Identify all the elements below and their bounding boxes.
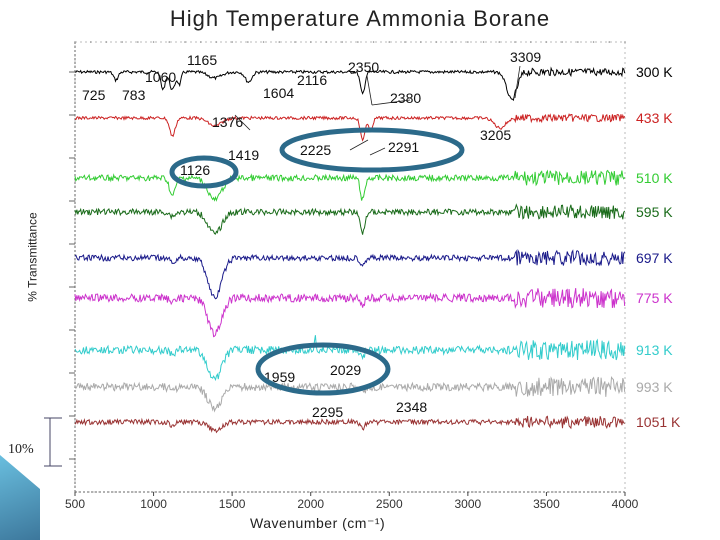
series-label: 300 K xyxy=(636,64,673,80)
series-line-300-K xyxy=(74,66,626,102)
peak-label: 2348 xyxy=(396,399,427,415)
top-dot xyxy=(561,41,563,43)
peak-label: 725 xyxy=(82,87,106,103)
x-tick-label: 2500 xyxy=(376,497,403,511)
leader-line xyxy=(369,147,386,156)
top-dot xyxy=(529,41,532,43)
top-dot xyxy=(262,41,265,43)
peak-label: 1604 xyxy=(263,85,294,101)
top-dot xyxy=(294,41,296,43)
top-dot xyxy=(278,41,281,43)
peak-label: 1165 xyxy=(187,52,217,68)
top-dot xyxy=(309,41,312,43)
top-dot xyxy=(482,41,485,43)
series-label: 595 K xyxy=(636,204,673,220)
series-line-1051-K xyxy=(74,415,625,434)
x-tick-label: 1500 xyxy=(219,497,246,511)
top-dot xyxy=(168,41,171,43)
plot-frame xyxy=(74,41,626,493)
peak-label: 2295 xyxy=(312,404,343,420)
peak-label: 2350 xyxy=(348,59,379,75)
top-dot xyxy=(199,41,202,43)
top-dot xyxy=(137,41,139,43)
leader-line xyxy=(371,99,411,106)
leader-line xyxy=(349,139,369,151)
top-dot xyxy=(121,41,123,43)
x-tick-label: 3500 xyxy=(533,497,560,511)
top-dot xyxy=(624,41,626,43)
series-label: 1051 K xyxy=(636,414,681,430)
top-dot xyxy=(184,41,186,43)
series-label: 433 K xyxy=(636,110,673,126)
series-line-595-K xyxy=(74,203,626,235)
top-dot xyxy=(592,41,595,43)
series-label: 697 K xyxy=(636,250,673,266)
series-line-775-K xyxy=(74,288,626,338)
top-dot xyxy=(215,41,218,43)
peak-label: 2225 xyxy=(300,142,331,158)
peak-label: 1126 xyxy=(180,162,210,178)
highlight-ellipse xyxy=(279,127,465,173)
top-dot xyxy=(231,41,233,43)
series-line-697-K xyxy=(74,248,626,300)
top-dot xyxy=(404,41,406,43)
top-dot xyxy=(152,41,155,43)
top-dot xyxy=(105,41,108,43)
series-label: 775 K xyxy=(636,290,673,306)
highlight-ellipse xyxy=(255,342,391,396)
series-label: 913 K xyxy=(636,342,673,358)
leader-line xyxy=(514,65,521,99)
top-dot xyxy=(545,41,548,43)
leader-line xyxy=(366,75,373,106)
top-dot xyxy=(419,41,422,43)
x-tick-label: 4000 xyxy=(612,497,639,511)
peak-label: 2291 xyxy=(388,139,419,155)
top-dot xyxy=(357,41,359,43)
top-dot xyxy=(325,41,328,43)
top-dot xyxy=(577,41,579,43)
x-tick-label: 3000 xyxy=(455,497,482,511)
highlight-ellipse xyxy=(169,155,239,189)
series-line-433-K xyxy=(74,113,626,142)
top-dot xyxy=(514,41,516,43)
series-line-993-K xyxy=(74,376,626,413)
peak-label: 2380 xyxy=(390,90,421,106)
series-line-510-K xyxy=(74,169,626,202)
x-axis-label: Wavenumber (cm⁻¹) xyxy=(250,515,386,531)
peak-label: 2029 xyxy=(330,362,361,378)
x-tick-label: 1000 xyxy=(140,497,167,511)
series-label: 993 K xyxy=(636,379,673,395)
top-dot xyxy=(498,41,501,43)
peak-label: 3205 xyxy=(480,127,511,143)
peak-label: 2116 xyxy=(297,72,327,88)
top-dot xyxy=(608,41,611,43)
peak-label: 3309 xyxy=(510,49,541,65)
x-tick-label: 2000 xyxy=(297,497,324,511)
y-axis-label: % Transmittance xyxy=(25,212,40,302)
top-dot xyxy=(451,41,453,43)
peak-label: 1419 xyxy=(228,147,259,163)
top-dot xyxy=(247,41,249,43)
peak-label: 783 xyxy=(122,87,146,103)
top-dot xyxy=(89,41,92,43)
top-dot xyxy=(372,41,375,43)
series-label: 510 K xyxy=(636,170,673,186)
top-dot xyxy=(467,41,469,43)
peak-label: 1959 xyxy=(264,369,295,385)
x-tick-label: 500 xyxy=(65,497,85,511)
top-dot xyxy=(74,41,76,43)
peak-label: 1376 xyxy=(212,114,243,130)
scale-bar-label: 10% xyxy=(8,442,34,457)
top-dot xyxy=(341,41,343,43)
top-dot xyxy=(435,41,438,43)
peak-label: 1060 xyxy=(145,69,176,85)
leader-line xyxy=(234,114,251,131)
chart-title: High Temperature Ammonia Borane xyxy=(169,6,551,31)
top-dot xyxy=(388,41,391,43)
